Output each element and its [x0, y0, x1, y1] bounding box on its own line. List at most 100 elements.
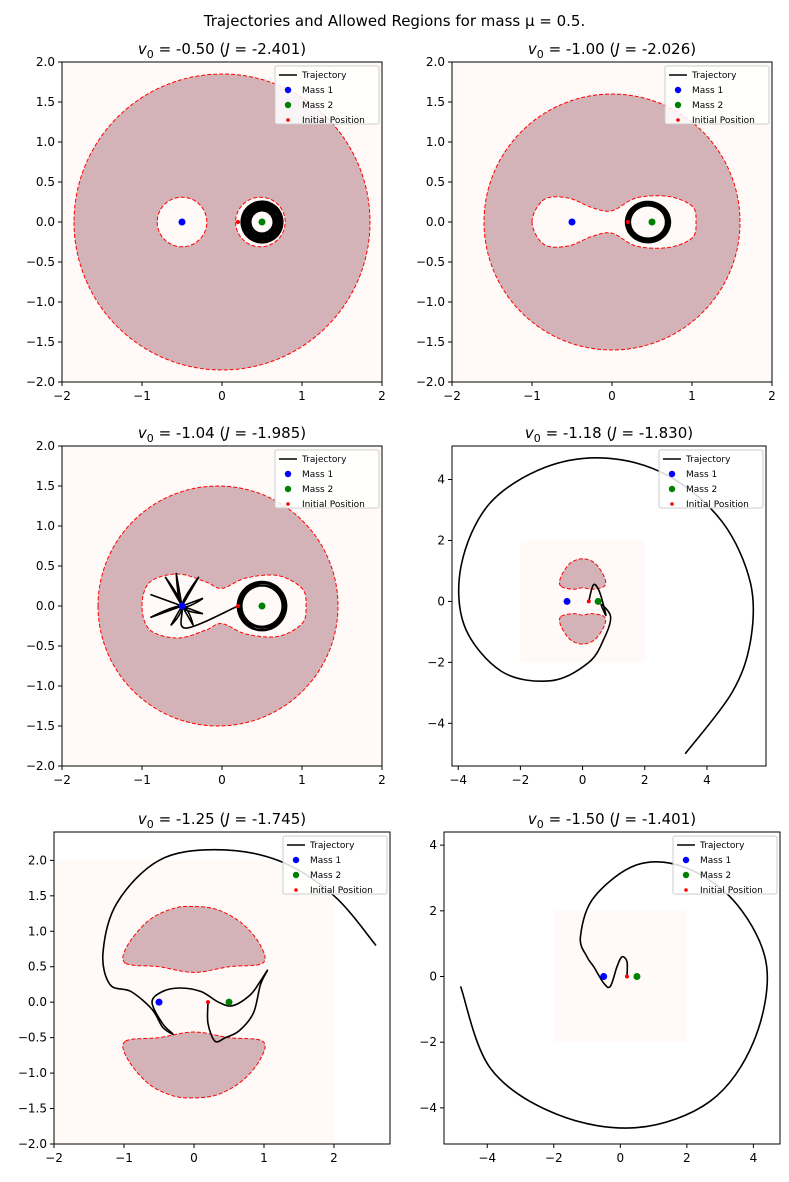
x-tick-label: −2: [545, 1151, 563, 1165]
forbidden-region: [483, 93, 741, 351]
y-tick-label: 1.5: [36, 479, 55, 493]
trajectory-line: [101, 848, 377, 1043]
legend-mass2-swatch: [682, 871, 690, 879]
legend-mass2-swatch: [292, 871, 300, 879]
title-j-value: = -1.401): [620, 810, 696, 828]
legend-initial-swatch: [684, 888, 688, 892]
mass2-point: [594, 597, 602, 605]
title-j-symbol: J: [222, 40, 229, 58]
y-tick-label: 2.0: [28, 853, 47, 867]
y-tick-label: −0.5: [18, 1031, 47, 1045]
legend-label: Trajectory: [691, 71, 737, 81]
mass1-point: [600, 973, 608, 981]
subplot-3: −2 −1 0 1 2−2.0−1.5−1.0−0.50.00.51.01.52.0v0…: [26, 424, 386, 787]
y-tick-label: −2.0: [416, 375, 445, 389]
x-tick-label: 4: [750, 1151, 758, 1165]
x-tick-label: −2: [443, 389, 461, 403]
forbidden-region-lower: [558, 613, 607, 645]
y-tick-label: −2.0: [18, 1137, 47, 1151]
initial-position-point: [624, 974, 629, 979]
x-tick-label: −2: [53, 773, 71, 787]
legend-mass2-swatch: [284, 101, 292, 109]
x-tick-label: 2: [768, 389, 776, 403]
y-tick-label: 0.5: [426, 175, 445, 189]
title-subscript: 0: [147, 432, 154, 445]
mass2-point: [225, 998, 233, 1006]
x-tick-label: 2: [378, 389, 386, 403]
y-tick-label: −4: [419, 1101, 437, 1115]
y-tick-label: −2.0: [26, 375, 55, 389]
y-tick-label: −1.0: [416, 295, 445, 309]
x-tick-label: −1: [133, 389, 151, 403]
axes-frame: [53, 831, 391, 1145]
legend-label: Mass 1: [310, 856, 341, 866]
title-subscript: 0: [537, 48, 544, 61]
x-tick-label: 2: [378, 773, 386, 787]
x-tick-label: 1: [688, 389, 696, 403]
y-tick-label: −1.5: [416, 335, 445, 349]
subplot-title: v0 = -0.50 (J = -2.401): [138, 40, 306, 61]
y-tick-label: 1.0: [28, 924, 47, 938]
legend-label: Trajectory: [685, 455, 731, 465]
initial-position-point: [236, 604, 240, 608]
x-tick-label: 2: [330, 1151, 338, 1165]
x-tick-label: 0: [608, 389, 616, 403]
y-tick-label: −1.5: [26, 719, 55, 733]
y-tick-label: 0: [437, 594, 445, 608]
y-tick-label: 1.0: [426, 135, 445, 149]
forbidden-region-upper: [122, 905, 266, 973]
initial-position-point: [626, 220, 630, 224]
legend-mass2-swatch: [674, 101, 682, 109]
legend-mass1-swatch: [668, 470, 676, 478]
y-tick-label: 0.0: [28, 995, 47, 1009]
title-subscript: 0: [147, 48, 154, 61]
title-j-value: = -1.985): [230, 424, 306, 442]
title-j-value: = -1.830): [617, 424, 693, 442]
title-v-symbol: v: [528, 40, 538, 58]
x-tick-label: 4: [703, 773, 711, 787]
legend-label: Initial Position: [302, 116, 365, 126]
legend-label: Mass 2: [700, 871, 731, 881]
legend-mass2-swatch: [284, 485, 292, 493]
legend-box: [274, 65, 380, 125]
y-tick-label: 0: [429, 970, 437, 984]
legend-initial-swatch: [286, 502, 290, 506]
subplot-title: v0 = -1.04 (J = -1.985): [138, 424, 306, 445]
title-j-value: = -2.026): [620, 40, 696, 58]
x-tick-label: −2: [512, 773, 530, 787]
y-tick-label: −1.0: [18, 1066, 47, 1080]
y-tick-label: 1.5: [426, 95, 445, 109]
mass2-point: [258, 218, 266, 226]
legend-label: Initial Position: [302, 500, 365, 510]
y-tick-label: 0.5: [36, 559, 55, 573]
legend-label: Mass 2: [302, 485, 333, 495]
axes-frame: [443, 831, 781, 1145]
x-tick-label: −4: [449, 773, 467, 787]
legend-label: Mass 2: [310, 871, 341, 881]
y-tick-label: 2.0: [426, 55, 445, 69]
legend: Trajectory Mass 1 Mass 2 Initial Position: [282, 835, 388, 896]
mass2-point: [258, 602, 266, 610]
x-tick-label: 2: [641, 773, 649, 787]
subplot-title: v0 = -1.50 (J = -1.401): [528, 810, 696, 831]
y-tick-label: 0.5: [28, 960, 47, 974]
allowed-region: [54, 860, 334, 1144]
forbidden-region-lower: [122, 1031, 266, 1099]
legend-label: Initial Position: [700, 886, 763, 896]
plot-area: [54, 848, 377, 1144]
subplot-2: −2 −1 0 1 2−2.0−1.5−1.0−0.50.00.51.01.52.0v0…: [416, 40, 776, 403]
legend-box: [274, 449, 380, 509]
title-v0-value: = -0.50 (: [154, 40, 226, 58]
y-tick-label: 4: [437, 473, 445, 487]
title-j-symbol: J: [222, 810, 229, 828]
trajectory-line: [240, 200, 284, 244]
legend-label: Mass 1: [692, 86, 723, 96]
y-tick-label: 2: [437, 533, 445, 547]
trajectory-line: [459, 861, 769, 1129]
legend-label: Trajectory: [699, 841, 745, 851]
plot-area: [459, 861, 769, 1129]
title-j-symbol: J: [612, 810, 619, 828]
y-tick-label: 2.0: [36, 55, 55, 69]
